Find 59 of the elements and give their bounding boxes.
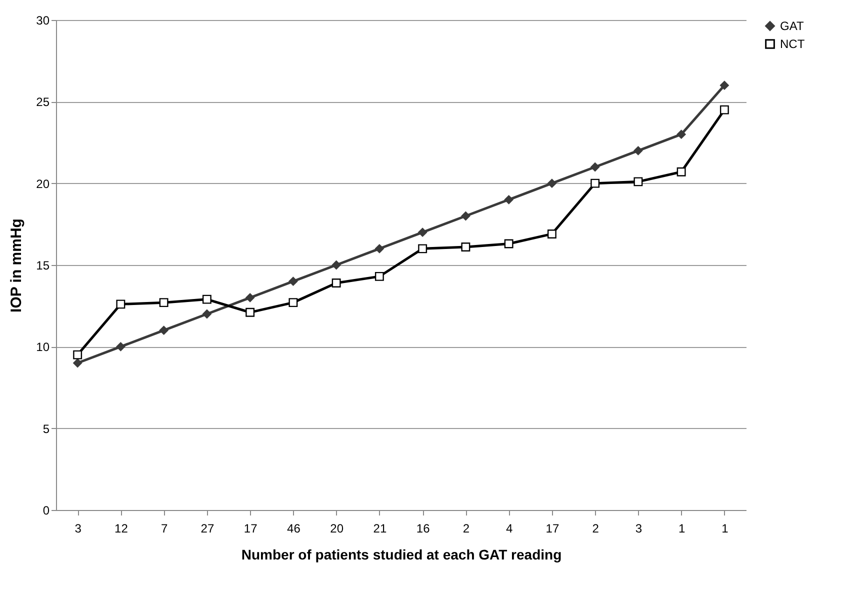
point bbox=[246, 308, 255, 317]
point bbox=[676, 167, 686, 176]
point bbox=[332, 260, 341, 270]
point bbox=[116, 342, 126, 352]
point bbox=[634, 177, 643, 186]
point bbox=[634, 146, 643, 156]
y-tick-label: 30 bbox=[36, 14, 50, 28]
point bbox=[590, 162, 600, 172]
x-tick-label: 12 bbox=[114, 522, 128, 536]
x-tick-label: 17 bbox=[546, 522, 560, 536]
point bbox=[590, 178, 600, 188]
y-tick-label: 5 bbox=[42, 422, 50, 436]
point bbox=[504, 195, 514, 204]
point bbox=[720, 105, 729, 114]
x-tick-label: 3 bbox=[635, 522, 642, 536]
point bbox=[461, 242, 470, 252]
y-tick-label: 25 bbox=[36, 95, 50, 110]
x-tick-label: 46 bbox=[287, 522, 301, 536]
point bbox=[332, 278, 341, 288]
point bbox=[246, 293, 255, 302]
point bbox=[418, 244, 428, 254]
point bbox=[418, 228, 428, 237]
x-tick-label: 3 bbox=[74, 522, 82, 536]
x-tick-label: 2 bbox=[592, 522, 600, 536]
x-tick-label: 21 bbox=[373, 522, 387, 536]
point bbox=[159, 326, 168, 335]
y-tick-label: 10 bbox=[36, 340, 50, 354]
point bbox=[73, 358, 82, 368]
x-tick-label: 1 bbox=[722, 522, 729, 536]
point bbox=[547, 229, 556, 238]
point bbox=[73, 350, 82, 360]
y-tick-label: 0 bbox=[42, 504, 50, 518]
point bbox=[374, 244, 384, 254]
point bbox=[288, 298, 298, 308]
point bbox=[116, 300, 126, 309]
point bbox=[461, 212, 470, 220]
point bbox=[504, 239, 514, 248]
point bbox=[374, 272, 384, 281]
point bbox=[202, 310, 212, 318]
x-axis-title: Number of patients studied at each GAT reading bbox=[241, 546, 562, 562]
x-tick-label: 4 bbox=[506, 522, 513, 536]
y-tick-label: 20 bbox=[36, 176, 50, 191]
point bbox=[202, 294, 212, 304]
legend-label: GAT bbox=[780, 19, 804, 33]
point bbox=[547, 178, 556, 188]
point bbox=[720, 80, 729, 90]
legend-label: NCT bbox=[780, 37, 806, 51]
x-tick-label: 1 bbox=[678, 522, 686, 536]
x-tick-label: 20 bbox=[330, 522, 344, 536]
y-axis-title: IOP in mmHg bbox=[8, 218, 26, 312]
point bbox=[288, 276, 298, 286]
x-tick-label: 7 bbox=[160, 522, 168, 536]
point bbox=[159, 298, 168, 308]
point bbox=[676, 130, 686, 139]
x-tick-label: 2 bbox=[462, 522, 470, 536]
x-tick-label: 16 bbox=[416, 522, 430, 536]
y-tick-label: 15 bbox=[36, 258, 50, 272]
x-tick-label: 17 bbox=[244, 522, 258, 536]
x-tick-label: 27 bbox=[200, 522, 214, 536]
